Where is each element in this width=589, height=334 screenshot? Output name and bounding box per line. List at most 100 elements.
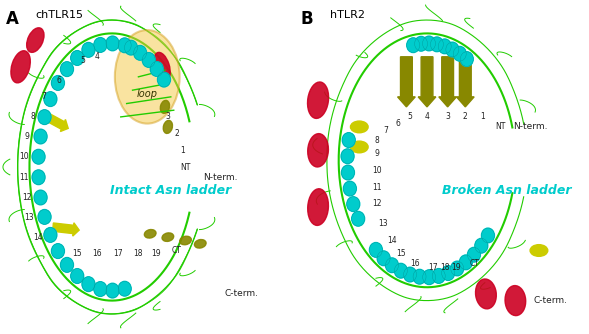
Ellipse shape [350,141,368,153]
Text: 16: 16 [411,260,420,268]
Text: 2: 2 [174,129,179,138]
Text: B: B [300,10,313,28]
Ellipse shape [162,233,174,241]
Circle shape [407,38,420,52]
Circle shape [415,36,428,51]
Text: hTLR2: hTLR2 [330,10,365,20]
Circle shape [82,42,95,57]
Text: CT: CT [172,246,181,255]
Ellipse shape [115,30,180,124]
Circle shape [385,258,398,273]
Circle shape [34,190,47,205]
Text: 10: 10 [372,166,382,175]
Circle shape [157,72,170,87]
Circle shape [343,181,356,196]
Circle shape [395,263,408,278]
Text: 1: 1 [180,146,185,155]
Text: Intact Asn ladder: Intact Asn ladder [110,184,231,197]
Circle shape [71,269,84,283]
Text: chTLR15: chTLR15 [35,10,83,20]
Circle shape [106,36,119,51]
Text: 8: 8 [375,136,379,145]
Circle shape [438,39,451,54]
Ellipse shape [505,286,526,316]
Circle shape [423,270,436,285]
Circle shape [32,170,45,185]
Text: 16: 16 [92,249,102,258]
Circle shape [38,110,51,125]
Text: 1: 1 [481,113,485,121]
Ellipse shape [163,121,173,133]
Text: 12: 12 [372,199,382,208]
Circle shape [124,40,137,55]
Ellipse shape [194,239,206,248]
Text: 11: 11 [19,173,28,181]
Text: A: A [6,10,19,28]
Text: 18: 18 [134,249,143,258]
Circle shape [342,133,355,147]
Text: 13: 13 [25,213,34,221]
FancyArrow shape [45,113,68,132]
Circle shape [347,197,360,211]
Text: Broken Asn ladder: Broken Asn ladder [442,184,571,197]
Circle shape [51,244,64,259]
Circle shape [51,75,64,90]
Circle shape [481,228,494,243]
Circle shape [377,251,390,266]
Text: 8: 8 [30,113,35,121]
Circle shape [459,255,472,270]
Text: 4: 4 [95,52,100,61]
Ellipse shape [475,279,497,309]
FancyArrow shape [398,57,415,107]
Text: 14: 14 [387,236,396,245]
Circle shape [142,53,155,67]
Circle shape [461,52,474,66]
Text: 4: 4 [425,113,429,121]
Text: C-term.: C-term. [224,290,259,298]
Text: 15: 15 [72,249,81,258]
Text: NT: NT [180,163,191,171]
Ellipse shape [307,189,329,225]
Circle shape [118,281,131,296]
Circle shape [94,38,107,52]
Circle shape [442,266,455,280]
Ellipse shape [180,236,191,245]
Text: 18: 18 [440,263,449,272]
Circle shape [475,238,488,253]
Circle shape [150,61,163,76]
Circle shape [446,42,459,57]
Ellipse shape [160,101,170,113]
Ellipse shape [11,51,30,83]
Text: 11: 11 [372,183,382,191]
Circle shape [34,129,47,144]
Text: 5: 5 [407,113,412,121]
Text: 7: 7 [383,126,388,135]
Circle shape [134,45,147,60]
Circle shape [44,227,57,242]
Circle shape [369,242,382,257]
Circle shape [82,277,95,292]
Ellipse shape [307,134,329,167]
Circle shape [118,38,131,53]
Text: 19: 19 [151,249,161,258]
Circle shape [432,269,445,283]
Circle shape [61,62,74,76]
Text: NT: NT [495,123,506,131]
Ellipse shape [350,121,368,133]
Circle shape [106,283,119,298]
Text: 19: 19 [452,263,461,272]
Text: 7: 7 [42,93,47,101]
Circle shape [431,37,444,52]
Circle shape [44,92,57,107]
Text: 5: 5 [80,56,85,64]
Circle shape [61,258,74,272]
Text: CT: CT [469,260,479,268]
Circle shape [341,149,354,164]
Text: N-term.: N-term. [204,173,238,181]
Text: C-term.: C-term. [534,296,568,305]
FancyArrow shape [456,57,474,107]
Text: 12: 12 [22,193,31,201]
Text: loop: loop [137,89,158,99]
Circle shape [451,261,464,276]
Text: 3: 3 [445,113,450,121]
